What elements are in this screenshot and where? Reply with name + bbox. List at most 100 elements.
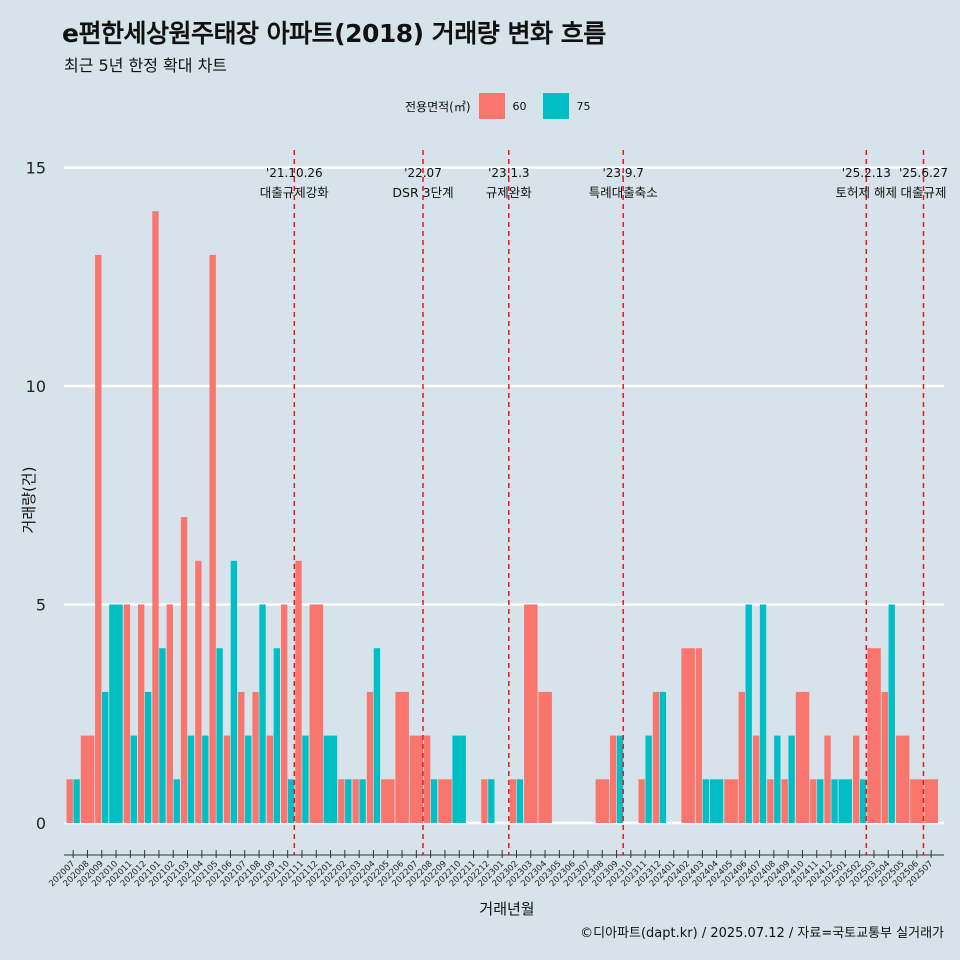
legend-swatch-75 (542, 93, 569, 119)
bar-75-202502 (859, 779, 867, 823)
bar-75-202409 (788, 735, 795, 823)
bar-75-202201 (323, 735, 338, 823)
bar-75-202408 (774, 735, 781, 823)
event-date-1: '21.10.26 (266, 166, 323, 180)
y-tick-label-10: 10 (26, 377, 46, 396)
bar-75-202012 (144, 691, 152, 823)
bar-60-202008 (80, 735, 95, 823)
event-label-6: 대출규제 (900, 185, 946, 200)
y-tick-label-15: 15 (26, 159, 46, 178)
event-label-2: DSR 3단계 (392, 185, 453, 200)
legend-title: 전용면적(㎡) (405, 99, 471, 114)
y-axis-title: 거래량(건) (20, 467, 38, 534)
bar-60-202405 (724, 779, 738, 823)
bar-60-202303 (524, 604, 538, 823)
bar-75-202403 (702, 779, 709, 823)
bar-60-202304 (538, 691, 552, 823)
legend-swatch-60 (478, 93, 505, 119)
bar-60-202309 (609, 735, 617, 823)
event-date-5: '25.2.13 (842, 166, 891, 180)
event-date-3: '23.1.3 (488, 166, 529, 180)
y-tick-label-0: 0 (36, 814, 46, 833)
bar-60-202504 (881, 691, 888, 823)
bar-75-202407 (759, 604, 767, 823)
bar-75-202212 (488, 779, 495, 823)
event-date-2: '22.07 (404, 166, 442, 180)
bar-75-202111 (302, 735, 309, 823)
bar-75-202404 (709, 779, 724, 823)
bar-60-202009 (95, 254, 102, 823)
bar-60-202412 (824, 735, 831, 823)
y-tick-label-5: 5 (36, 596, 46, 615)
bar-75-202202 (345, 779, 352, 823)
bar-60-202106 (223, 735, 231, 823)
bar-75-202104 (202, 735, 209, 823)
event-label-1: 대출규제강화 (260, 185, 330, 200)
bar-60-202302 (509, 779, 517, 823)
bar-60-202108 (252, 691, 259, 823)
legend: 전용면적(㎡) 60 75 (405, 92, 607, 120)
bar-75-202504 (888, 604, 895, 823)
bar-60-202311 (638, 779, 645, 823)
bar-60-202103 (180, 517, 188, 823)
bar-60-202205 (381, 779, 395, 823)
bar-60-202212 (481, 779, 488, 823)
bar-75-202411 (817, 779, 824, 823)
bar-75-202107 (245, 735, 252, 823)
bar-60-202202 (338, 779, 345, 823)
bar-75-202106 (230, 560, 238, 823)
event-label-3: 규제완화 (486, 185, 533, 200)
bar-75-202108 (259, 604, 266, 823)
bar-60-202206 (395, 691, 409, 823)
bar-60-202102 (166, 604, 173, 823)
bar-60-202502 (853, 735, 860, 823)
bar-60-202107 (238, 691, 245, 823)
bar-75-202010 (109, 604, 123, 823)
event-label-4: 특례대출축소 (589, 185, 658, 200)
bar-60-202104 (195, 560, 202, 823)
bar-60-202111 (295, 560, 302, 823)
bar-75-202103 (187, 735, 195, 823)
bar-60-202409 (781, 779, 788, 823)
bar-60-202110 (281, 604, 288, 823)
bar-60-202101 (152, 211, 159, 823)
legend-item-60: 60 (478, 93, 535, 119)
bar-60-202207 (409, 735, 424, 823)
bar-75-202203 (359, 779, 366, 823)
bar-60-202507 (924, 779, 938, 823)
chart-subtitle: 최근 5년 한정 확대 차트 (64, 56, 228, 75)
bar-60-202403 (695, 648, 703, 823)
bar-75-202312 (659, 691, 667, 823)
source-caption: ©디아파트(dapt.kr) / 2025.07.12 / 자료=국토교통부 실… (580, 926, 944, 941)
bar-60-202506 (910, 779, 924, 823)
bar-75-202412 (831, 779, 838, 823)
bar-75-202501 (838, 779, 852, 823)
legend-label-60: 60 (512, 99, 527, 113)
bar-75-202406 (745, 604, 752, 823)
bar-60-202012 (138, 604, 145, 823)
event-label-5: 토허제 해제 (836, 185, 897, 200)
bar-60-202408 (767, 779, 774, 823)
bar-60-202208 (424, 735, 431, 823)
bar-75-202302 (516, 779, 524, 823)
bar-60-202203 (352, 779, 359, 823)
bar-60-202503 (867, 648, 881, 823)
bar-75-202110 (287, 779, 295, 823)
bar-60-202011 (123, 604, 131, 823)
bar-60-202312 (652, 691, 660, 823)
bar-60-202407 (752, 735, 760, 823)
bar-75-202101 (159, 648, 166, 823)
bar-75-202309 (616, 735, 624, 823)
bar-60-202410 (795, 691, 810, 823)
bar-75-202210 (452, 735, 466, 823)
bar-60-202109 (266, 735, 274, 823)
event-date-6: '25.6.27 (899, 166, 948, 180)
bar-60-202112 (309, 604, 324, 823)
bar-60-202402 (681, 648, 695, 823)
bar-60-202204 (366, 691, 374, 823)
bar-60-202209 (438, 779, 452, 823)
bar-60-202505 (895, 735, 910, 823)
bar-75-202109 (273, 648, 280, 823)
chart-title: e편한세상원주태장 아파트(2018) 거래량 변화 흐름 (62, 19, 606, 48)
